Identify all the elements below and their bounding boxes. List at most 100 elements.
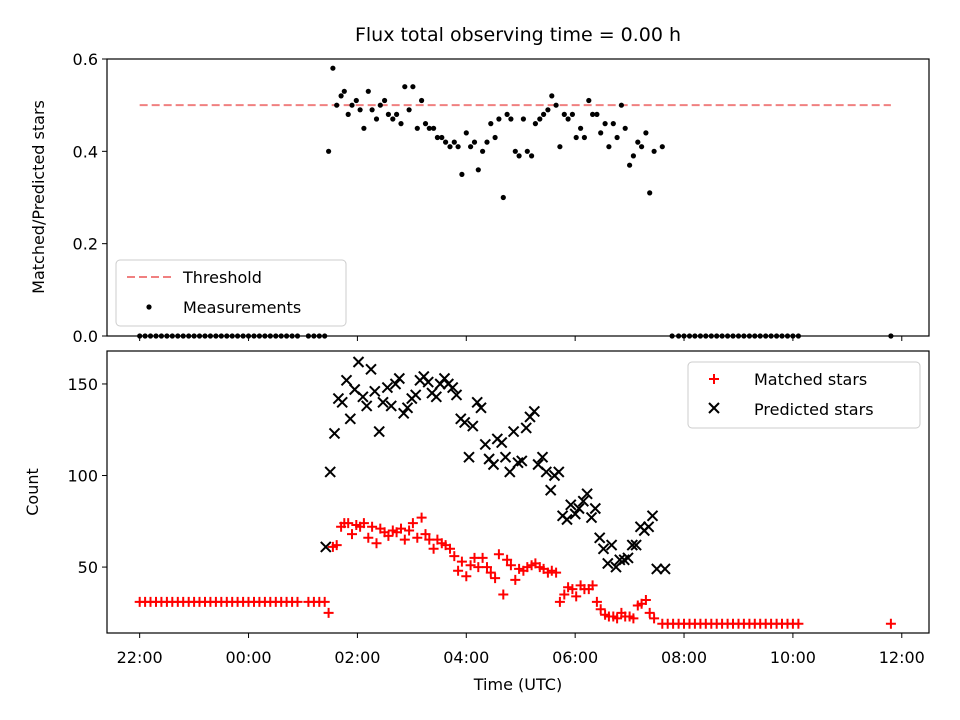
top-x-ticks xyxy=(139,336,903,341)
measurement-point xyxy=(434,134,440,141)
predicted-star-point xyxy=(585,511,598,524)
x-tick-label: 04:00 xyxy=(443,648,489,667)
matched-star-point xyxy=(591,596,602,607)
matched-legend-label: Matched stars xyxy=(754,370,867,389)
measurement-point xyxy=(537,116,543,122)
x-tick-label: 06:00 xyxy=(552,648,598,667)
bottom-y-tick-label: 150 xyxy=(67,375,98,394)
measurement-point xyxy=(361,125,367,131)
measurement-point xyxy=(565,116,571,122)
predicted-star-point xyxy=(365,363,377,376)
matched-star-point xyxy=(490,573,501,584)
measurement-point xyxy=(419,97,425,104)
measurement-point xyxy=(651,148,657,154)
measurement-point xyxy=(471,139,478,145)
x-tick-label: 00:00 xyxy=(225,648,271,667)
measurement-point xyxy=(520,116,527,122)
measurement-point xyxy=(496,116,502,122)
predicted-star-point xyxy=(487,458,500,471)
measurement-point xyxy=(627,162,633,168)
predicted-star-point xyxy=(630,539,642,551)
matched-star-point xyxy=(319,596,330,607)
measurement-point xyxy=(475,167,481,173)
predicted-star-point xyxy=(450,389,463,401)
predicted-star-point xyxy=(397,407,410,420)
matched-star-point xyxy=(371,538,382,549)
measurement-point xyxy=(541,111,547,117)
measurement-point xyxy=(578,125,584,131)
predicted-star-point xyxy=(324,466,336,478)
x-axis-label: Time (UTC) xyxy=(473,675,562,694)
measurement-point xyxy=(630,153,637,159)
measurement-point xyxy=(516,153,522,159)
predicted-star-point xyxy=(605,539,618,551)
measurement-point xyxy=(410,84,416,90)
top-y-axis-label: Matched/Predicted stars xyxy=(29,100,48,294)
matched-star-point xyxy=(453,565,464,576)
matched-star-point xyxy=(461,571,472,582)
predicted-star-point xyxy=(377,396,389,409)
matched-star-point xyxy=(347,529,357,540)
top-y-tick-label: 0.4 xyxy=(73,142,98,161)
measurement-point xyxy=(569,111,576,117)
predicted-star-point xyxy=(565,499,577,511)
predicted-star-point xyxy=(495,436,508,449)
measurement-point xyxy=(586,97,592,104)
measurement-point xyxy=(553,102,559,108)
predicted-star-point xyxy=(344,413,357,425)
measurement-point xyxy=(573,134,579,141)
predicted-legend-label: Predicted stars xyxy=(754,400,874,419)
predicted-star-point xyxy=(430,391,443,403)
measurement-point xyxy=(353,97,359,104)
bottom-legend: Matched stars Predicted stars xyxy=(687,361,921,429)
measurement-point xyxy=(484,139,490,145)
predicted-star-point xyxy=(479,438,492,451)
matched-star-point xyxy=(644,607,655,618)
matched-star-point xyxy=(498,589,509,600)
matched-star-point xyxy=(493,549,504,560)
predicted-star-point xyxy=(373,425,385,438)
measurement-point xyxy=(581,134,588,141)
predicted-star-point xyxy=(369,385,381,398)
measurement-point xyxy=(524,148,530,154)
predicted-star-point xyxy=(381,381,394,394)
top-y-tick-label: 0.0 xyxy=(73,327,98,346)
matched-star-point xyxy=(292,596,303,607)
predicted-star-point xyxy=(446,381,459,394)
measurement-point xyxy=(492,134,498,141)
predicted-star-point xyxy=(597,543,610,555)
measurement-point xyxy=(447,144,453,150)
predicted-star-point xyxy=(401,402,414,414)
predicted-star-point xyxy=(553,466,565,478)
predicted-star-point xyxy=(577,495,590,507)
bottom-x-axis: 22:00 00:00 02:00 04:00 06:00 08:00 10:00 12:00 xyxy=(117,633,925,667)
predicted-star-point xyxy=(540,466,553,478)
measurement-point xyxy=(357,107,363,113)
measurement-point xyxy=(398,121,404,127)
predicted-legend-swatch xyxy=(708,402,720,414)
predicted-star-point xyxy=(569,508,581,520)
matched-star-point xyxy=(587,580,598,591)
predicted-star-point xyxy=(340,374,353,387)
matched-star-point xyxy=(465,560,476,571)
matched-star-point xyxy=(343,518,354,529)
matched-star-point xyxy=(502,554,513,565)
measurement-point xyxy=(422,121,429,127)
top-plot-frame xyxy=(106,58,930,337)
predicted-star-point xyxy=(438,372,451,385)
measurement-point xyxy=(488,121,494,127)
matched-star-point xyxy=(559,589,570,600)
matched-star-point xyxy=(358,518,369,529)
measurement-point xyxy=(647,190,653,196)
matched-star-point xyxy=(505,560,516,571)
measurement-point xyxy=(545,107,551,113)
matched-star-point xyxy=(554,596,565,607)
measurement-point xyxy=(373,116,380,122)
threshold-legend-label: Threshold xyxy=(182,268,262,287)
top-y-tick-label: 0.6 xyxy=(73,50,98,69)
matched-star-point xyxy=(649,613,660,624)
matched-star-point xyxy=(551,567,562,578)
measurement-point xyxy=(334,102,340,108)
bottom-y-tick-label: 100 xyxy=(67,467,98,486)
predicted-star-point xyxy=(352,356,365,368)
